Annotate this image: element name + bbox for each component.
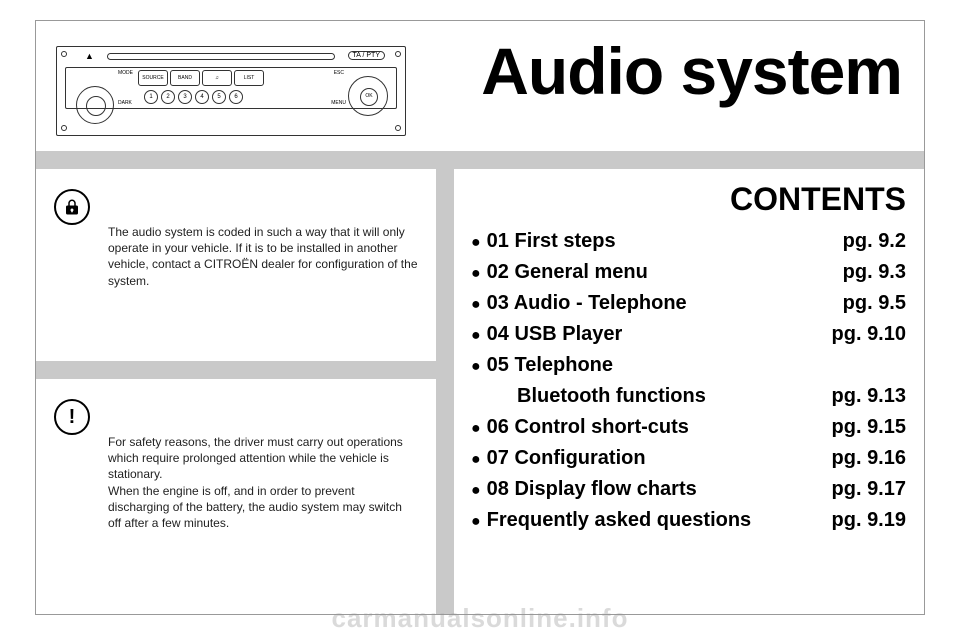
preset-4: 4 <box>195 90 209 104</box>
band-button: BAND <box>170 70 200 86</box>
button-row: SOURCE BAND ♫ LIST <box>138 70 264 86</box>
ta-pty-button: TA / PTY <box>348 51 386 60</box>
page-frame: ▲ TA / PTY MODE DARK SOURCE BAND ♫ LIST … <box>35 20 925 615</box>
preset-5: 5 <box>212 90 226 104</box>
toc-row: ●04 USB Player pg. 9.10 <box>471 319 906 350</box>
bullet-icon: ● <box>471 231 481 256</box>
toc-page: pg. 9.13 <box>832 381 906 412</box>
contents-heading: CONTENTS <box>471 181 906 218</box>
security-note-pane: The audio system is coded in such a way … <box>36 169 436 361</box>
toc-page: pg. 9.2 <box>843 226 906 257</box>
screw-icon <box>395 51 401 57</box>
toc-page: pg. 9.17 <box>832 474 906 505</box>
page-title: Audio system <box>481 33 902 109</box>
divider-top <box>36 151 924 169</box>
toc-list: ●01 First stepspg. 9.2●02 General menupg… <box>471 226 906 536</box>
toc-label: 03 Audio - Telephone <box>487 288 687 319</box>
preset-1: 1 <box>144 90 158 104</box>
toc-row: ●03 Audio - Telephone pg. 9.5 <box>471 288 906 319</box>
toc-page: pg. 9.10 <box>832 319 906 350</box>
bullet-icon: ● <box>471 448 481 473</box>
toc-page: pg. 9.15 <box>832 412 906 443</box>
lock-icon <box>54 189 90 225</box>
toc-page: pg. 9.16 <box>832 443 906 474</box>
screw-icon <box>61 51 67 57</box>
preset-2: 2 <box>161 90 175 104</box>
divider-vertical <box>436 169 454 614</box>
esc-label: ESC <box>334 70 344 76</box>
radio-illustration: ▲ TA / PTY MODE DARK SOURCE BAND ♫ LIST … <box>56 46 406 136</box>
bullet-icon: ● <box>471 324 481 349</box>
toc-row: ●02 General menu pg. 9.3 <box>471 257 906 288</box>
music-button: ♫ <box>202 70 232 86</box>
preset-6: 6 <box>229 90 243 104</box>
bullet-icon: ● <box>471 510 481 535</box>
toc-row: ●05 Telephone <box>471 350 906 381</box>
source-button: SOURCE <box>138 70 168 86</box>
screw-icon <box>395 125 401 131</box>
toc-label: 04 USB Player <box>487 319 623 350</box>
warning-icon: ! <box>54 399 90 435</box>
toc-row: ●07 Configuration pg. 9.16 <box>471 443 906 474</box>
warning-glyph: ! <box>69 406 76 429</box>
list-button: LIST <box>234 70 264 86</box>
toc-row: ●08 Display flow charts pg. 9.17 <box>471 474 906 505</box>
toc-page: pg. 9.19 <box>832 505 906 536</box>
toc-page: pg. 9.5 <box>843 288 906 319</box>
divider-mid <box>36 361 436 379</box>
toc-label: 02 General menu <box>487 257 648 288</box>
toc-label: Bluetooth functions <box>517 381 706 412</box>
toc-label: Frequently asked questions <box>487 505 752 536</box>
volume-knob <box>76 86 114 124</box>
cd-slot <box>107 53 335 60</box>
toc-row: ●Frequently asked questions pg. 9.19 <box>471 505 906 536</box>
bullet-icon: ● <box>471 355 481 380</box>
toc-row: ●01 First steps pg. 9.2 <box>471 226 906 257</box>
radio-panel: MODE DARK SOURCE BAND ♫ LIST 1 2 3 4 5 6… <box>65 67 397 109</box>
contents-panel: CONTENTS ●01 First stepspg. 9.2●02 Gener… <box>471 181 906 604</box>
safety-note-text: For safety reasons, the driver must carr… <box>108 434 418 531</box>
preset-row: 1 2 3 4 5 6 <box>144 90 243 104</box>
toc-row: Bluetooth functions pg. 9.13 <box>471 381 906 412</box>
screw-icon <box>61 125 67 131</box>
toc-label: 06 Control short-cuts <box>487 412 689 443</box>
bullet-icon: ● <box>471 262 481 287</box>
toc-label: 08 Display flow charts <box>487 474 697 505</box>
preset-3: 3 <box>178 90 192 104</box>
toc-row: ●06 Control short-cuts pg. 9.15 <box>471 412 906 443</box>
security-note-text: The audio system is coded in such a way … <box>108 224 418 289</box>
mode-label: MODE <box>118 70 133 76</box>
bullet-icon: ● <box>471 417 481 442</box>
dark-label: DARK <box>118 100 132 106</box>
toc-page: pg. 9.3 <box>843 257 906 288</box>
bullet-icon: ● <box>471 293 481 318</box>
bullet-icon: ● <box>471 479 481 504</box>
toc-label: 01 First steps <box>487 226 616 257</box>
menu-label: MENU <box>331 100 346 106</box>
nav-wheel <box>348 76 388 116</box>
eject-icon: ▲ <box>85 51 94 61</box>
safety-note-pane: ! For safety reasons, the driver must ca… <box>36 379 436 614</box>
toc-label: 05 Telephone <box>487 350 613 381</box>
toc-label: 07 Configuration <box>487 443 646 474</box>
